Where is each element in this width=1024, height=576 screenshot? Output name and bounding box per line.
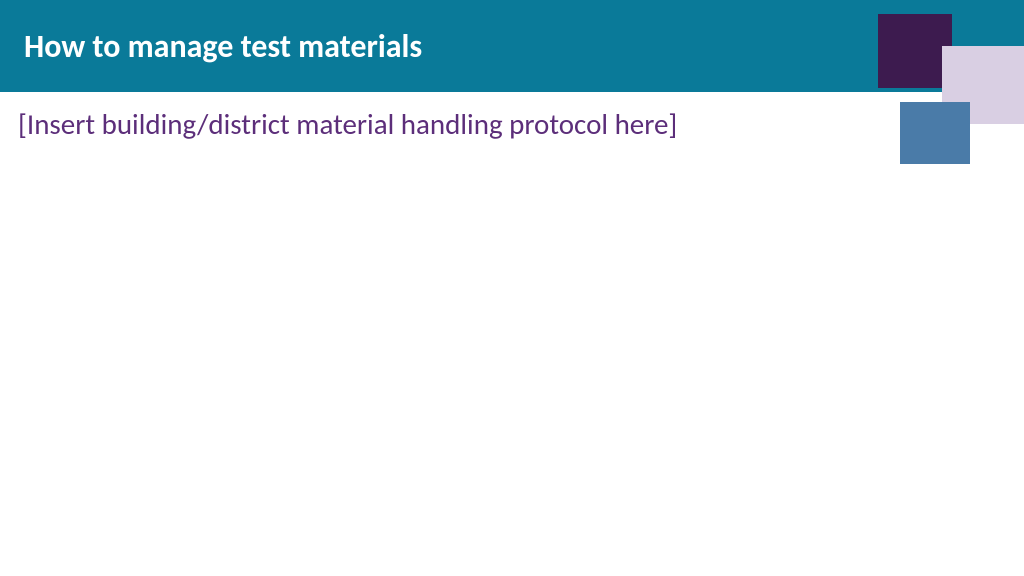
- decorative-square-steel-blue: [900, 102, 970, 164]
- slide-title: How to manage test materials: [24, 27, 422, 66]
- body-placeholder-text: [Insert building/district material handl…: [0, 92, 1024, 142]
- decorative-square-dark-purple: [878, 14, 952, 88]
- header-bar: How to manage test materials: [0, 0, 1024, 92]
